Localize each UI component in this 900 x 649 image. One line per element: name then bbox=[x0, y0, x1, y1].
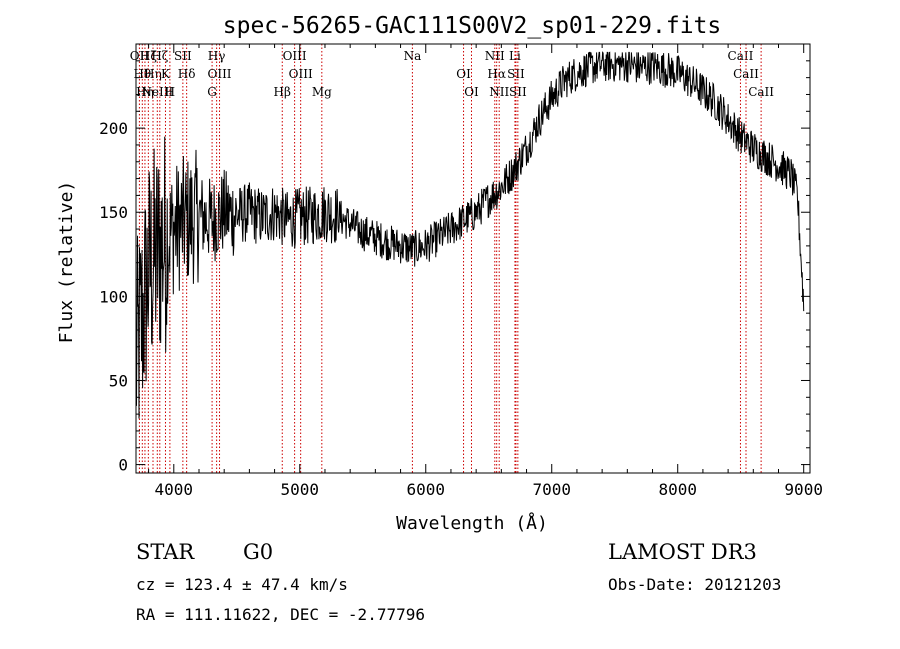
plot-frame bbox=[135, 43, 811, 474]
line-marker-label: CaII bbox=[748, 85, 774, 99]
line-marker-label: G bbox=[207, 85, 217, 99]
line-marker-label: OI bbox=[456, 67, 471, 81]
survey-name: LAMOST DR3 bbox=[608, 540, 757, 564]
line-marker-label: OI bbox=[464, 85, 479, 99]
line-marker-label: OIII bbox=[283, 49, 307, 63]
y-tick-label: 150 bbox=[99, 203, 128, 222]
line-marker-label: OII bbox=[130, 49, 150, 63]
object-subclass: G0 bbox=[243, 540, 274, 564]
line-marker-label: NeIII bbox=[141, 85, 173, 99]
x-tick-label: 8000 bbox=[658, 480, 697, 499]
line-markers: OIIHθHηHζHηNeIIIHζKHSIIHδGHγOIIIHβOIIIOI… bbox=[130, 44, 774, 473]
y-tick-label: 50 bbox=[109, 371, 128, 390]
line-marker-label: CaII bbox=[733, 67, 759, 81]
x-axis-label: Wavelength (Å) bbox=[396, 512, 548, 534]
line-marker-label: SII bbox=[509, 85, 527, 99]
line-marker-label: Hβ bbox=[274, 85, 291, 99]
line-marker-label: SII bbox=[507, 67, 525, 81]
x-tick-label: 7000 bbox=[532, 480, 571, 499]
line-marker-label: Hγ bbox=[208, 49, 226, 63]
line-marker-label: Hδ bbox=[178, 67, 196, 81]
line-marker-label: NII bbox=[485, 49, 505, 63]
object-class: STAR bbox=[136, 540, 195, 564]
x-tick-label: 5000 bbox=[281, 480, 320, 499]
line-marker-label: Hζ bbox=[151, 49, 168, 63]
y-tick-label: 0 bbox=[118, 456, 128, 475]
chart-title: spec-56265-GAC111S00V2_sp01-229.fits bbox=[223, 13, 722, 39]
axes: 4000 5000 6000 7000 8000 9000 0 50 100 150 200 bbox=[99, 44, 823, 499]
line-marker-label: H bbox=[165, 85, 175, 99]
line-marker-label: SII bbox=[174, 49, 192, 63]
line-marker-label: NII bbox=[489, 85, 509, 99]
line-marker-label: Mg bbox=[312, 85, 332, 99]
redshift-readout: cz = 123.4 ± 47.4 km/s bbox=[136, 575, 348, 594]
y-tick-label: 200 bbox=[99, 119, 128, 138]
line-marker-label: Hα bbox=[487, 67, 506, 81]
x-tick-label: 6000 bbox=[406, 480, 445, 499]
y-axis-label: Flux (relative) bbox=[56, 181, 77, 344]
line-marker-label: Na bbox=[404, 49, 422, 63]
line-marker-label: Li bbox=[509, 49, 521, 63]
obs-date: Obs-Date: 20121203 bbox=[608, 575, 782, 594]
coordinates-readout: RA = 111.11622, DEC = -2.77796 bbox=[136, 605, 425, 624]
line-marker-label: Hη bbox=[136, 85, 154, 99]
y-tick-label: 100 bbox=[99, 287, 128, 306]
line-marker-label: K bbox=[161, 67, 171, 81]
line-marker-label: OIII bbox=[207, 67, 231, 81]
spectrum-line bbox=[135, 51, 805, 419]
x-tick-label: 9000 bbox=[784, 480, 823, 499]
line-marker-label: CaII bbox=[728, 49, 754, 63]
x-tick-label: 4000 bbox=[155, 480, 194, 499]
line-marker-label: OIII bbox=[289, 67, 313, 81]
line-marker-label: Hη bbox=[144, 67, 162, 81]
